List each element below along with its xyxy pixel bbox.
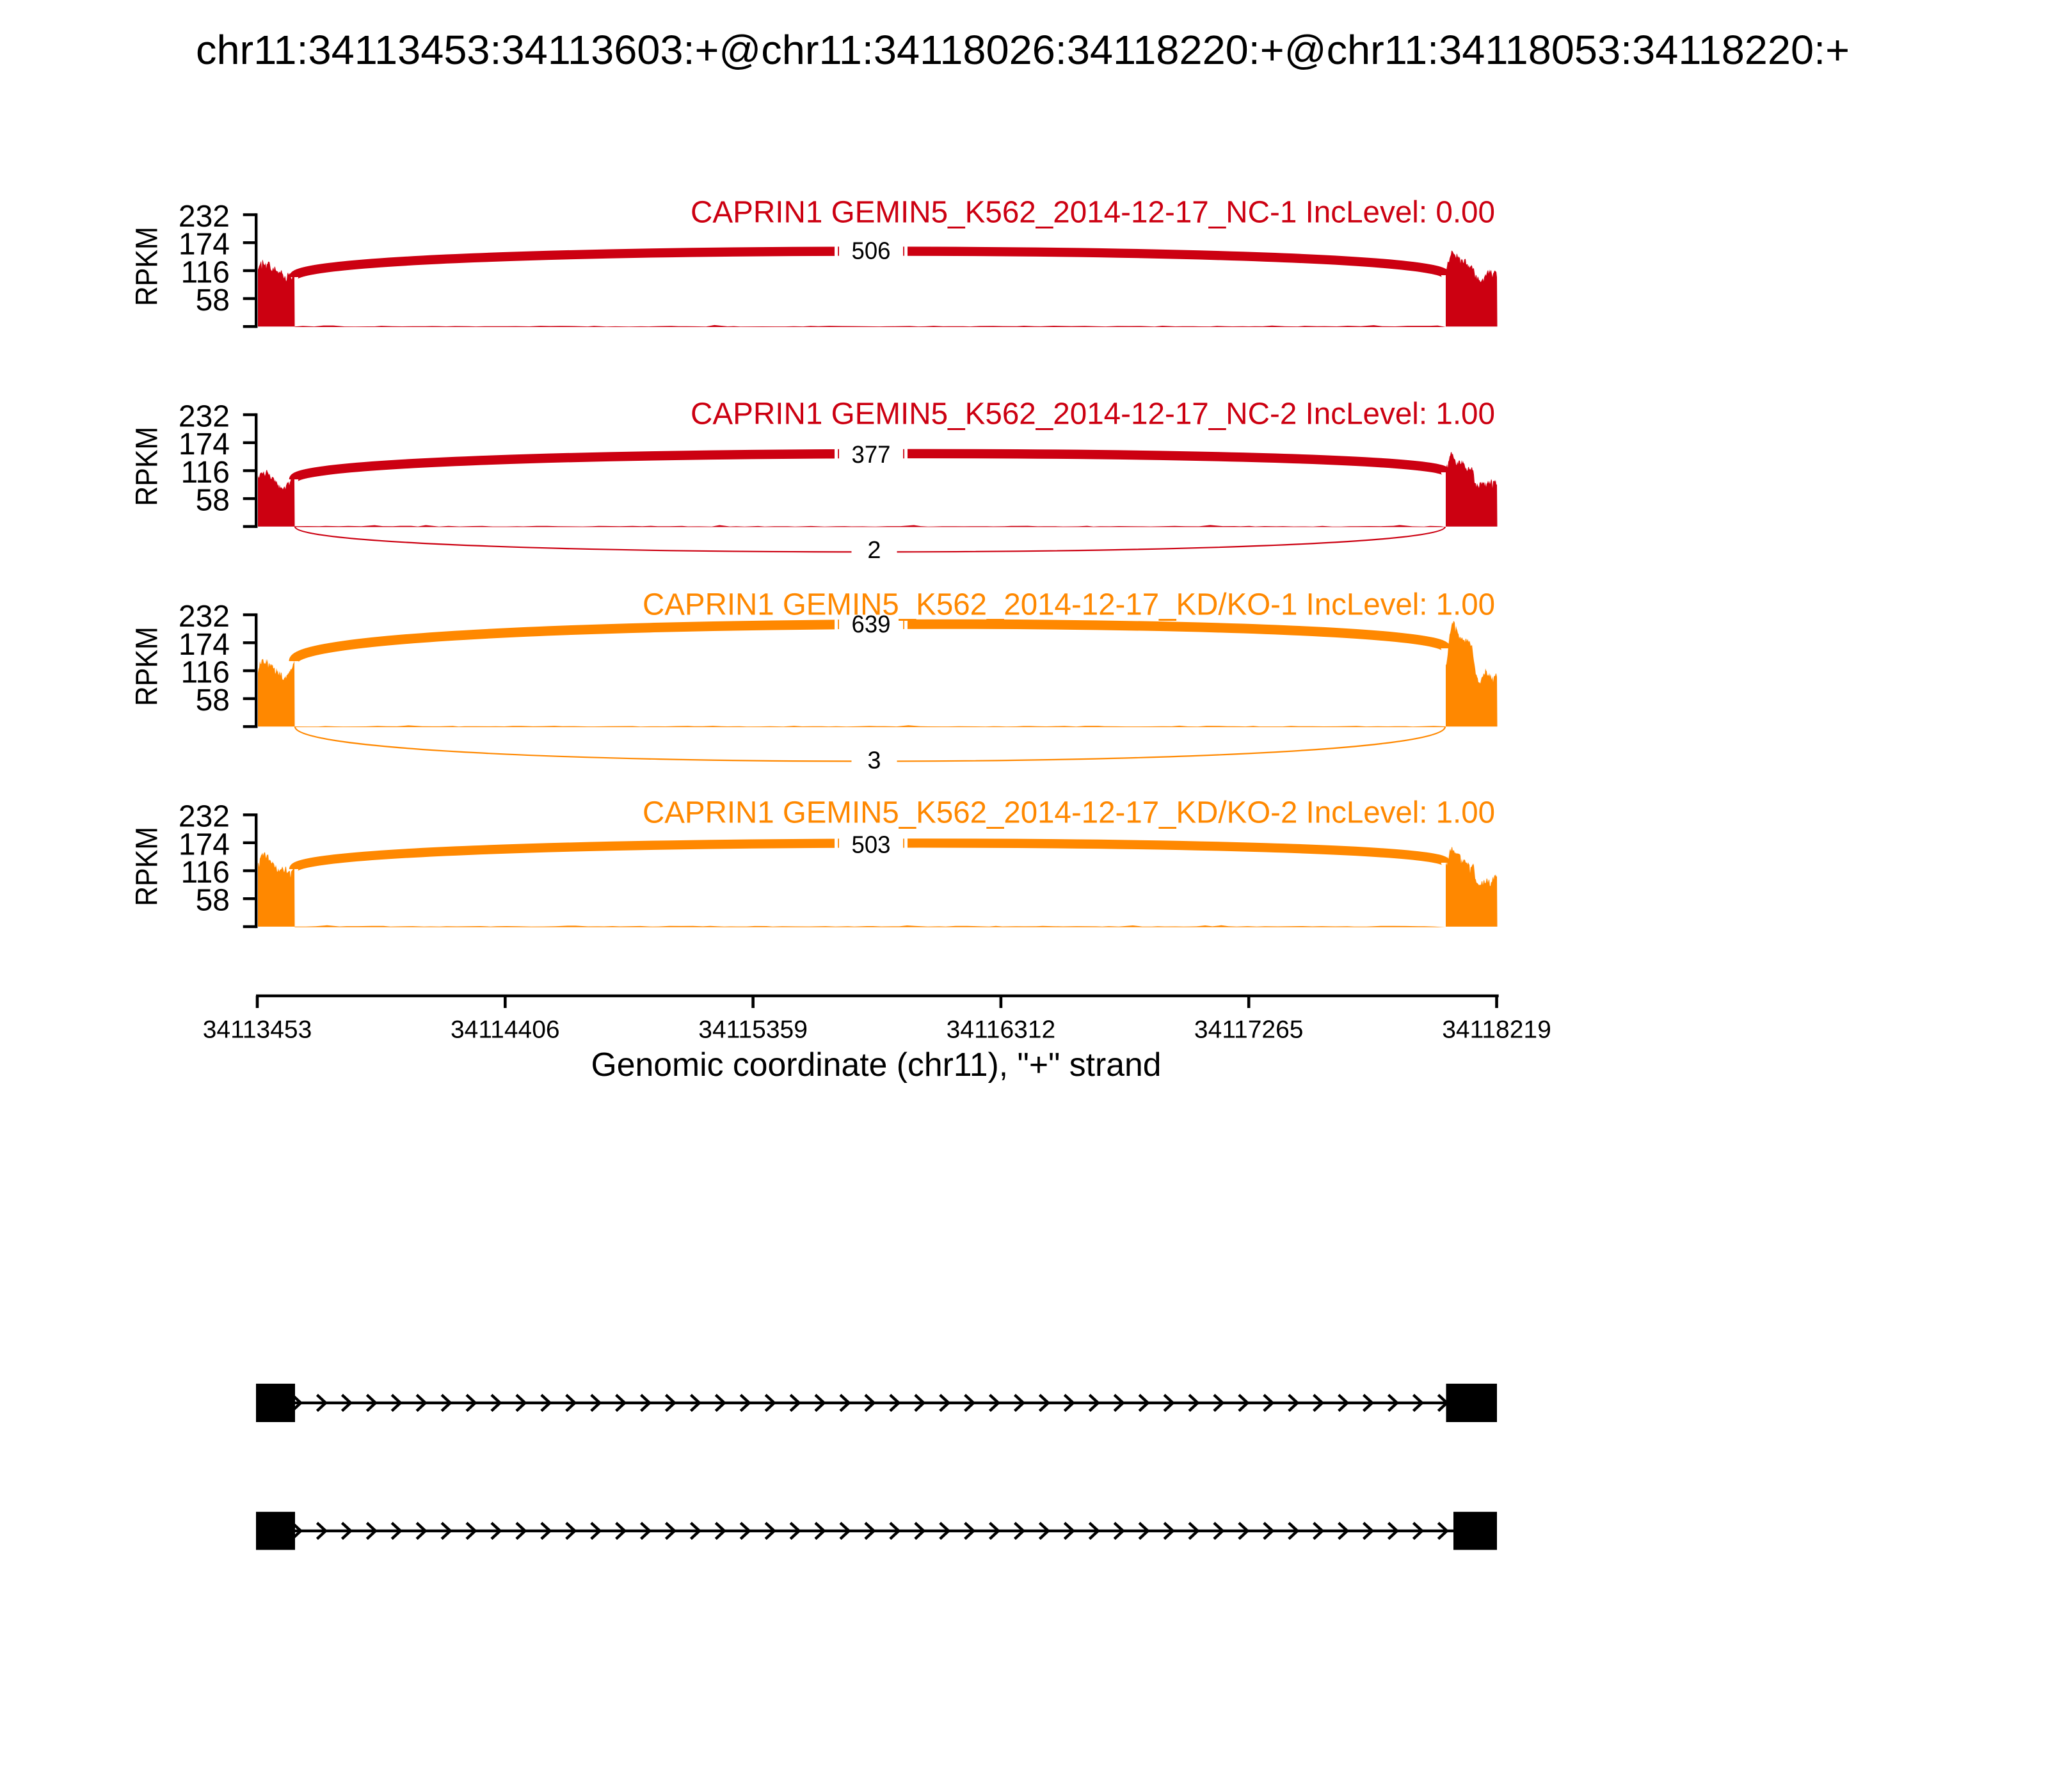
- svg-text:503: 503: [852, 832, 891, 859]
- svg-text:34117265: 34117265: [1194, 1016, 1304, 1043]
- svg-text:116: 116: [180, 255, 230, 289]
- svg-text:CAPRIN1 GEMIN5_K562_2014-12-17: CAPRIN1 GEMIN5_K562_2014-12-17_KD/KO-1 I…: [643, 588, 1495, 622]
- svg-text:58: 58: [196, 884, 230, 918]
- svg-text:RPKM: RPKM: [131, 227, 164, 306]
- svg-text:377: 377: [852, 442, 891, 468]
- svg-text:174: 174: [179, 228, 230, 262]
- svg-text:CAPRIN1 GEMIN5_K562_2014-12-17: CAPRIN1 GEMIN5_K562_2014-12-17_KD/KO-2 I…: [643, 796, 1495, 829]
- svg-text:CAPRIN1 GEMIN5_K562_2014-12-17: CAPRIN1 GEMIN5_K562_2014-12-17_NC-1 IncL…: [691, 196, 1495, 230]
- svg-text:CAPRIN1 GEMIN5_K562_2014-12-17: CAPRIN1 GEMIN5_K562_2014-12-17_NC-2 IncL…: [691, 397, 1495, 431]
- svg-text:34114406: 34114406: [451, 1016, 560, 1043]
- svg-text:Genomic coordinate (chr11), "+: Genomic coordinate (chr11), "+" strand: [591, 1046, 1162, 1084]
- svg-text:232: 232: [179, 600, 230, 634]
- svg-text:116: 116: [180, 456, 230, 490]
- svg-text:2: 2: [867, 537, 881, 564]
- svg-text:232: 232: [179, 400, 230, 434]
- svg-text:116: 116: [180, 656, 230, 690]
- svg-text:34116312: 34116312: [947, 1016, 1056, 1043]
- svg-text:232: 232: [179, 200, 230, 234]
- svg-text:174: 174: [179, 428, 230, 461]
- svg-text:174: 174: [179, 628, 230, 662]
- svg-text:639: 639: [852, 611, 891, 638]
- svg-text:58: 58: [196, 484, 230, 518]
- svg-text:116: 116: [180, 856, 230, 890]
- svg-text:RPKM: RPKM: [131, 827, 164, 906]
- svg-text:58: 58: [196, 684, 230, 717]
- svg-text:506: 506: [852, 238, 891, 265]
- svg-text:58: 58: [196, 284, 230, 317]
- svg-text:3: 3: [867, 747, 881, 774]
- svg-text:34115359: 34115359: [698, 1016, 808, 1043]
- svg-text:RPKM: RPKM: [131, 427, 164, 506]
- svg-text:chr11:34113453:34113603:+@chr1: chr11:34113453:34113603:+@chr11:34118026…: [196, 27, 1850, 73]
- svg-text:232: 232: [179, 800, 230, 834]
- svg-text:34118219: 34118219: [1442, 1016, 1551, 1043]
- svg-text:RPKM: RPKM: [131, 627, 164, 706]
- svg-text:34113453: 34113453: [203, 1016, 312, 1043]
- svg-text:174: 174: [179, 828, 230, 861]
